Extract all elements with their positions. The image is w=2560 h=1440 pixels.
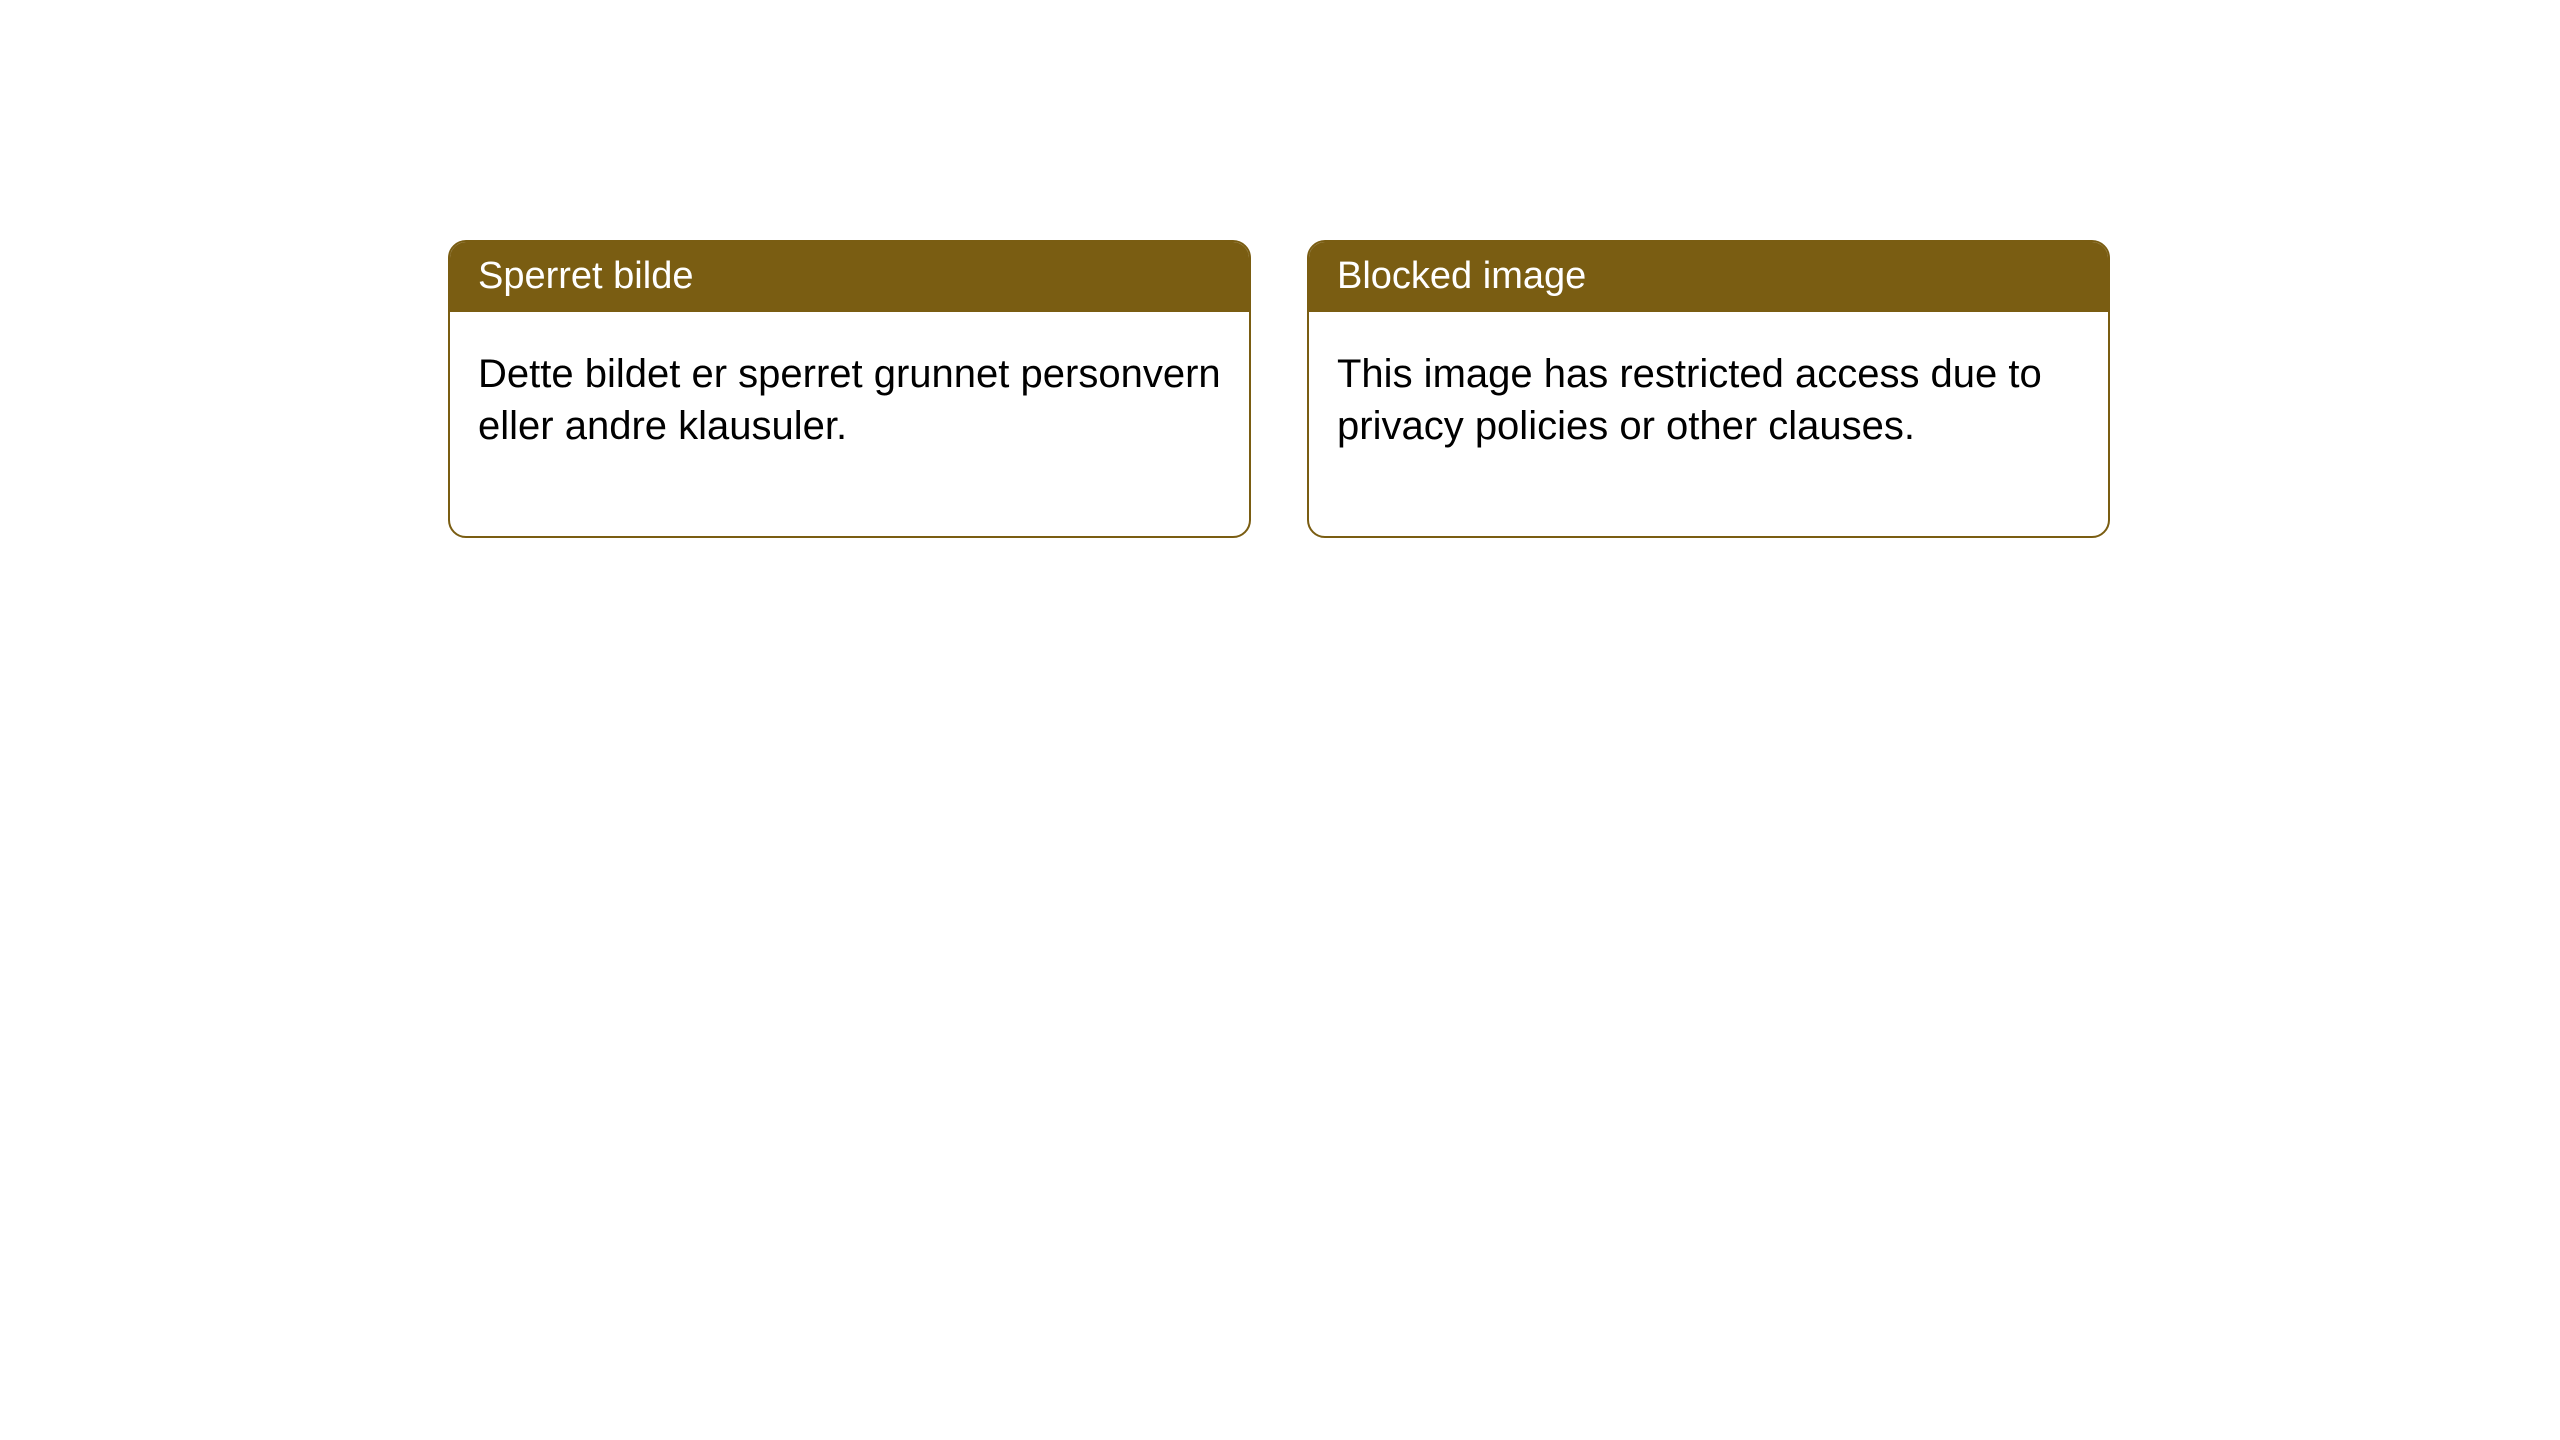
notice-body: This image has restricted access due to … — [1309, 312, 2108, 536]
notice-card-english: Blocked image This image has restricted … — [1307, 240, 2110, 538]
notice-title: Blocked image — [1337, 255, 1586, 297]
notice-header: Blocked image — [1309, 242, 2108, 312]
notice-container: Sperret bilde Dette bildet er sperret gr… — [448, 240, 2110, 538]
notice-card-norwegian: Sperret bilde Dette bildet er sperret gr… — [448, 240, 1251, 538]
notice-body-text: Dette bildet er sperret grunnet personve… — [478, 352, 1221, 448]
notice-body-text: This image has restricted access due to … — [1337, 352, 2042, 448]
notice-body: Dette bildet er sperret grunnet personve… — [450, 312, 1249, 536]
notice-header: Sperret bilde — [450, 242, 1249, 312]
notice-title: Sperret bilde — [478, 255, 693, 297]
